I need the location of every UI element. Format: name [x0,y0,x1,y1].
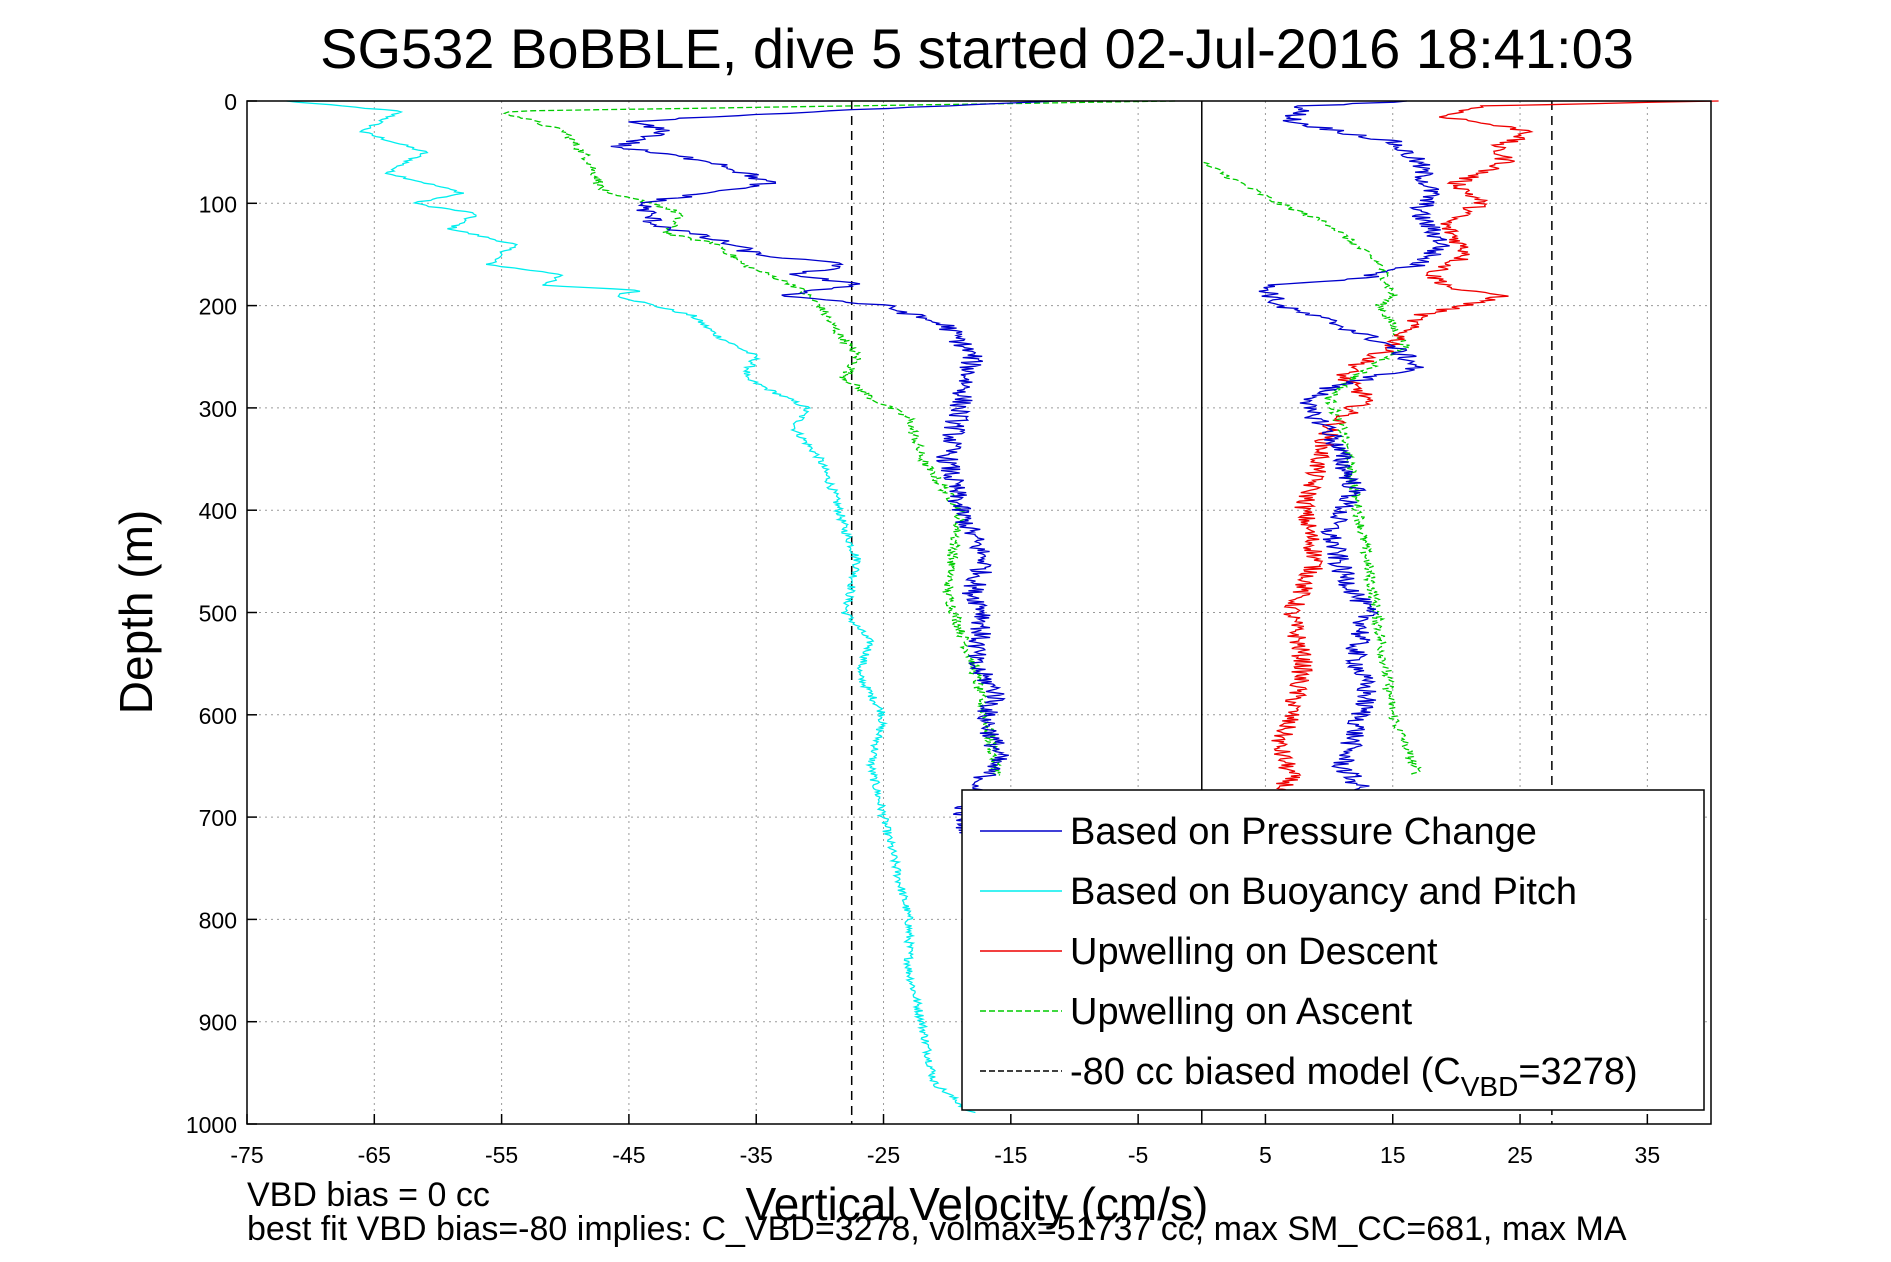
y-tick-label: 800 [199,907,237,933]
series-layer [286,100,1719,1114]
x-tick-label: 15 [1380,1142,1406,1168]
y-tick-label: 1000 [186,1112,237,1138]
y-tick-label: 600 [199,703,237,729]
y-tick-label: 500 [199,601,237,627]
legend-entry: Upwelling on Ascent [1070,991,1413,1033]
y-tick-label: 700 [199,805,237,831]
x-tick-label: 25 [1507,1142,1533,1168]
y-tick-label: 900 [199,1010,237,1036]
x-tick-label: 35 [1635,1142,1661,1168]
y-tick-label: 0 [224,89,237,115]
x-tick-label: -35 [740,1142,773,1168]
series-line [286,100,976,1114]
x-axis-label: Vertical Velocity (cm/s) [746,1178,1209,1230]
y-tick-label: 400 [199,498,237,524]
footnote-best-fit: best fit VBD bias=-80 implies: C_VBD=327… [247,1210,1627,1248]
footnote-vbd-bias: VBD bias = 0 cc [247,1176,490,1214]
legend-entry: Based on Pressure Change [1070,811,1537,853]
legend-entry: Based on Buoyancy and Pitch [1070,871,1577,913]
y-tick-label: 300 [199,396,237,422]
series-line [1203,161,1422,776]
y-tick-label: 100 [199,191,237,217]
x-tick-label: -15 [994,1142,1027,1168]
x-tick-label: -45 [612,1142,645,1168]
legend-entry: Upwelling on Descent [1070,931,1438,973]
chart-title: SG532 BoBBLE, dive 5 started 02-Jul-2016… [320,17,1634,80]
x-axis: -75 -65 -55 -45 -35 -25 -15 -5 5 15 25 35 [230,1114,1660,1168]
x-tick-label: -75 [230,1142,263,1168]
legend: Based on Pressure Change Based on Buoyanc… [961,789,1705,1111]
x-tick-label: -5 [1128,1142,1148,1168]
y-axis-label: Depth (m) [110,510,162,714]
x-tick-label: -65 [358,1142,391,1168]
x-tick-label: 5 [1259,1142,1272,1168]
y-axis: 0 100 200 300 400 500 600 700 800 900 1000 [186,89,257,1138]
series-line [610,100,1060,837]
legend-entry: -80 cc biased model (CVBD=3278) [1070,1051,1638,1102]
x-tick-label: -55 [485,1142,518,1168]
series-line [1258,100,1450,797]
legend-box [961,789,1705,1111]
x-tick-label: -25 [867,1142,900,1168]
series-line [1271,100,1719,796]
y-tick-label: 200 [199,294,237,320]
